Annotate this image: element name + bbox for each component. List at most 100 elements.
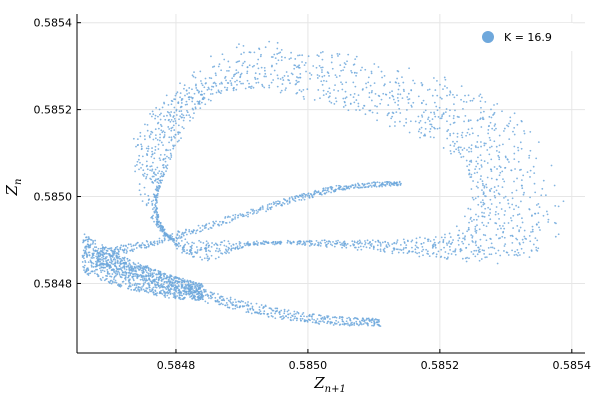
scatter-point	[264, 46, 267, 49]
scatter-point	[476, 224, 478, 227]
scatter-point	[159, 176, 162, 178]
scatter-point	[200, 101, 203, 104]
scatter-point	[158, 186, 161, 189]
scatter-point	[359, 323, 361, 326]
scatter-point	[240, 82, 243, 85]
scatter-point	[177, 133, 180, 135]
scatter-point	[476, 171, 479, 174]
scatter-point	[333, 89, 335, 91]
scatter-point	[177, 245, 180, 248]
scatter-point	[174, 279, 177, 282]
scatter-point	[208, 222, 211, 225]
scatter-point	[243, 51, 245, 54]
scatter-point	[97, 275, 100, 277]
scatter-point	[321, 75, 324, 78]
scatter-point	[241, 64, 244, 67]
scatter-point	[92, 252, 95, 255]
scatter-point	[131, 266, 134, 269]
scatter-point	[112, 253, 115, 255]
scatter-point	[90, 265, 93, 268]
scatter-point	[480, 175, 482, 177]
scatter-point	[135, 247, 138, 249]
scatter-point	[479, 100, 482, 103]
scatter-point	[313, 99, 316, 101]
scatter-point	[174, 144, 176, 147]
scatter-point	[333, 245, 336, 248]
scatter-point	[87, 243, 90, 246]
scatter-point	[176, 282, 179, 285]
scatter-point	[163, 280, 166, 283]
scatter-point	[159, 123, 162, 126]
scatter-point	[85, 236, 88, 239]
scatter-point	[157, 282, 159, 284]
scatter-point	[521, 221, 524, 224]
scatter-point	[147, 272, 150, 275]
scatter-point	[311, 315, 313, 318]
scatter-point	[472, 97, 475, 100]
scatter-point	[136, 282, 139, 285]
scatter-point	[529, 130, 532, 133]
scatter-point	[338, 188, 341, 191]
scatter-point	[523, 252, 525, 254]
scatter-point	[507, 125, 510, 128]
scatter-point	[145, 274, 148, 277]
scatter-point	[272, 243, 274, 245]
scatter-point	[193, 71, 195, 74]
scatter-point	[154, 173, 156, 176]
scatter-point	[268, 86, 271, 89]
scatter-point	[181, 294, 184, 297]
scatter-point	[386, 114, 389, 117]
scatter-point	[274, 307, 277, 310]
scatter-point	[467, 128, 470, 131]
scatter-point	[483, 144, 486, 147]
scatter-point	[411, 239, 414, 242]
scatter-point	[140, 287, 143, 290]
scatter-point	[158, 139, 161, 142]
scatter-point	[194, 295, 197, 298]
scatter-point	[244, 244, 247, 247]
scatter-point	[128, 279, 131, 282]
scatter-point	[454, 253, 457, 256]
scatter-point	[358, 239, 361, 242]
scatter-point	[261, 205, 264, 208]
scatter-point	[139, 135, 142, 138]
scatter-point	[168, 278, 171, 280]
scatter-point	[168, 280, 171, 282]
scatter-point	[455, 225, 458, 228]
scatter-point	[88, 246, 91, 249]
scatter-point	[407, 102, 410, 104]
scatter-point	[106, 265, 108, 268]
scatter-point	[287, 75, 289, 77]
scatter-point	[274, 312, 276, 315]
scatter-point	[153, 242, 156, 245]
scatter-point	[169, 274, 172, 277]
scatter-point	[523, 235, 526, 238]
scatter-point	[476, 141, 479, 143]
scatter-point	[516, 213, 519, 216]
scatter-point	[156, 292, 159, 294]
scatter-point	[251, 307, 254, 310]
scatter-point	[513, 180, 515, 183]
scatter-point	[481, 182, 484, 185]
scatter-point	[172, 238, 175, 240]
scatter-point	[181, 251, 183, 254]
scatter-point	[481, 221, 484, 224]
scatter-point	[144, 193, 146, 196]
scatter-point	[139, 267, 142, 270]
scatter-point	[181, 116, 183, 119]
scatter-point	[340, 188, 343, 191]
scatter-point	[242, 44, 245, 47]
scatter-point	[270, 312, 273, 315]
scatter-point	[521, 238, 524, 241]
scatter-point	[536, 249, 539, 252]
scatter-point	[272, 79, 275, 81]
scatter-point	[140, 167, 142, 169]
scatter-point	[142, 279, 145, 282]
scatter-point	[470, 159, 473, 162]
scatter-point	[166, 167, 169, 170]
scatter-point	[511, 197, 514, 200]
scatter-point	[141, 163, 144, 166]
scatter-point	[373, 63, 376, 65]
scatter-point	[475, 165, 478, 168]
scatter-point	[306, 194, 309, 197]
